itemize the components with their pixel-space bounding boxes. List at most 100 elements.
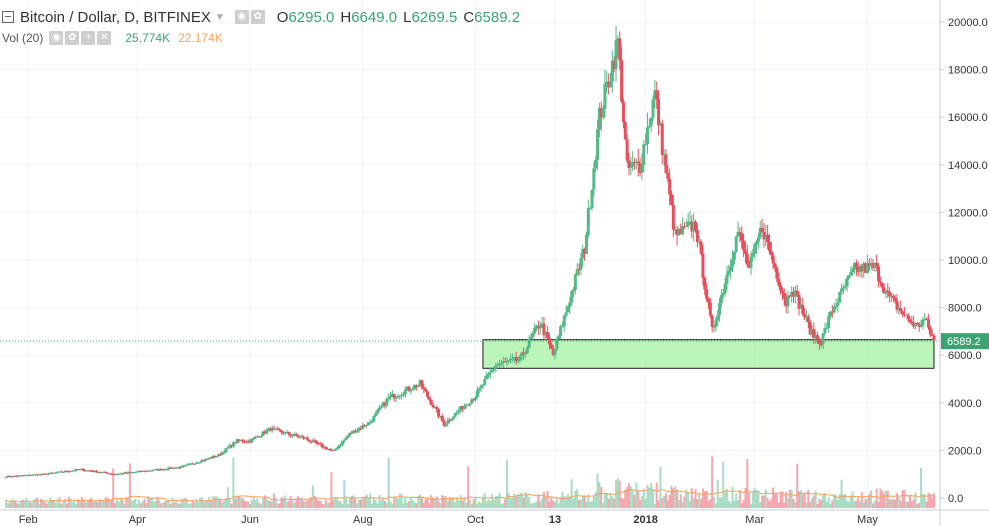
candle-body <box>869 263 873 266</box>
volume-bar <box>247 501 250 508</box>
gear-icon[interactable]: ✿ <box>65 31 80 45</box>
volume-bar <box>53 500 56 508</box>
candle-body <box>28 474 32 476</box>
candle-body <box>701 253 705 278</box>
volume-bar <box>435 496 438 508</box>
volume-bar <box>102 499 105 508</box>
volume-bar <box>260 503 263 508</box>
close-icon[interactable]: ✕ <box>97 31 112 45</box>
candle-body <box>389 395 393 398</box>
volume-bar <box>287 500 290 508</box>
open-value: 6295.0 <box>288 8 335 26</box>
eye-icon[interactable]: ◉ <box>49 31 64 45</box>
volume-bar <box>337 500 340 508</box>
volume-bar <box>737 500 740 508</box>
candle-body <box>198 462 202 464</box>
volume-bar <box>197 502 200 508</box>
candle-body <box>511 358 515 360</box>
volume-bar <box>740 503 743 508</box>
volume-bar <box>481 496 484 508</box>
plus-icon[interactable]: + <box>81 31 96 45</box>
eye-icon[interactable]: ◉ <box>234 10 249 24</box>
volume-bar <box>555 498 558 508</box>
volume-bar <box>783 502 786 508</box>
candle-body <box>623 121 627 140</box>
candle-body <box>6 475 10 478</box>
candle-body <box>296 435 300 438</box>
candle-body <box>749 256 753 268</box>
volume-bar <box>398 493 401 508</box>
candle-body <box>470 399 474 404</box>
candle-body <box>603 83 607 109</box>
volume-bar <box>692 498 695 508</box>
volume-bar <box>818 498 821 508</box>
volume-bar <box>71 502 74 508</box>
volume-bar <box>273 493 276 508</box>
candle-body <box>808 322 812 335</box>
candle-body <box>387 397 391 399</box>
volume-bar <box>393 497 396 508</box>
volume-bar <box>407 501 410 508</box>
volume-bar <box>875 488 878 508</box>
volume-bar <box>352 495 355 508</box>
candle-body <box>553 349 557 355</box>
candle-body <box>150 470 154 472</box>
volume-bar <box>443 496 446 508</box>
candle-body <box>509 358 513 361</box>
volume-bar <box>788 489 791 508</box>
candle-body <box>132 472 136 474</box>
candle-body <box>231 442 235 447</box>
volume-bar <box>112 468 115 508</box>
candle-body <box>100 472 104 474</box>
volume-bar <box>143 499 146 508</box>
volume-bar <box>62 500 65 508</box>
volume-bar <box>574 490 577 508</box>
candle-body <box>760 227 764 233</box>
candle-body <box>572 289 576 292</box>
candle-body <box>516 360 520 362</box>
candle-body <box>803 314 807 318</box>
volume-bar <box>376 503 379 508</box>
volume-bar <box>920 467 923 508</box>
volume-bar <box>816 503 819 508</box>
candle-body <box>647 125 651 128</box>
caret-down-icon[interactable]: ▼ <box>214 11 225 23</box>
volume-bar <box>751 490 754 508</box>
candle-body <box>302 436 306 439</box>
volume-bar <box>718 497 721 508</box>
volume-bar <box>770 499 773 508</box>
candle-body <box>634 161 638 163</box>
candle-body <box>718 303 722 316</box>
candle-body <box>213 456 217 458</box>
candle-body <box>276 428 280 430</box>
volume-bar <box>284 495 287 508</box>
volume-bar <box>454 502 457 508</box>
candle-body <box>767 242 771 252</box>
candle-body <box>309 441 313 443</box>
volume-bar <box>378 495 381 508</box>
volume-bar <box>894 499 897 508</box>
candle-body <box>649 117 653 126</box>
volume-bar <box>677 500 680 508</box>
candle-body <box>74 469 78 471</box>
candle-body <box>684 226 688 228</box>
collapse-icon[interactable] <box>2 11 14 23</box>
price-tick-label: 18000.0 <box>948 65 988 77</box>
candle-body <box>686 222 690 227</box>
gear-icon[interactable]: ✿ <box>250 10 265 24</box>
low-label: L <box>403 8 412 26</box>
candle-body <box>165 469 169 471</box>
candle-body <box>196 462 200 464</box>
volume-bar <box>489 500 492 508</box>
candle-body <box>450 419 454 421</box>
candle-body <box>714 320 718 327</box>
volume-bar <box>587 494 590 508</box>
volume-bar <box>799 490 802 508</box>
volume-bar <box>688 501 691 508</box>
candle-body <box>880 282 884 288</box>
candle-body <box>39 474 43 476</box>
candle-body <box>446 420 450 424</box>
volume-bar <box>694 488 697 508</box>
